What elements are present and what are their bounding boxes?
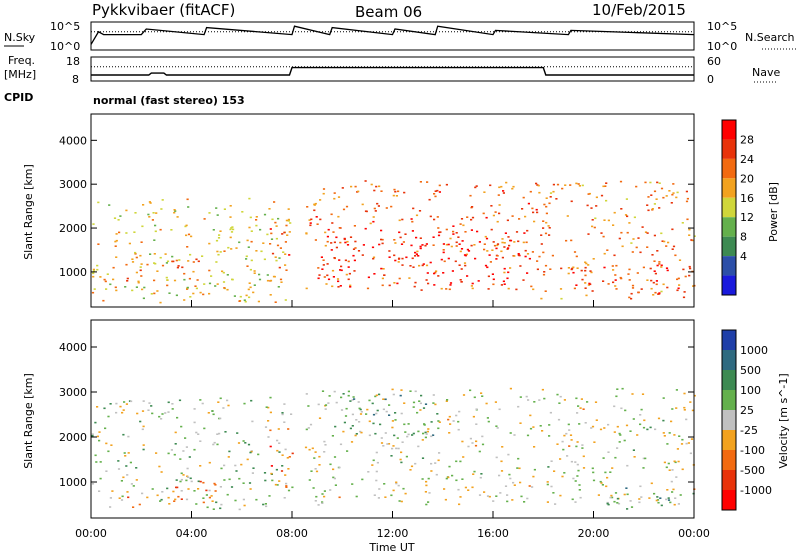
colorbar-segment: [722, 236, 736, 257]
x-tick-label: 12:00: [377, 527, 409, 540]
freq-right-tick-top: 60: [707, 55, 721, 68]
y-tick-label: 1000: [59, 476, 87, 489]
colorbar-segment: [722, 470, 736, 490]
scatter-region: [305, 180, 546, 291]
colorbar-tick-label: 100: [740, 384, 761, 397]
freq-left-tick-bottom: 8: [72, 73, 79, 86]
noise-left-tick-bottom: 10^0: [50, 40, 80, 53]
velocity-colorbar-label: Velocity [m s^-1]: [777, 373, 790, 468]
y-tick-label: 4000: [59, 134, 87, 147]
colorbar-segment: [722, 120, 736, 140]
scatter-region: [572, 264, 694, 295]
y-tick-label: 2000: [59, 222, 87, 235]
nave-label: Nave: [752, 66, 780, 79]
colorbar-segment: [722, 256, 736, 276]
colorbar-segment: [722, 178, 736, 198]
scatter-region: [331, 393, 440, 439]
colorbar-segment: [722, 350, 736, 370]
scatter-region: [606, 487, 682, 510]
power-ylabel: Slant Range [km]: [22, 164, 35, 260]
date-title: 10/Feb/2015: [592, 1, 686, 19]
colorbar-tick-label: -100: [740, 444, 765, 457]
colorbar-frame: [721, 329, 737, 511]
x-tick-label: 08:00: [276, 527, 308, 540]
colorbar-tick-label: 28: [740, 133, 754, 146]
colorbar-tick-label: 4: [740, 250, 747, 263]
x-tick-label: 00:00: [75, 527, 107, 540]
scatter-region: [183, 278, 252, 299]
y-tick-label: 3000: [59, 386, 87, 399]
x-axis-label: Time UT: [368, 541, 414, 554]
colorbar-tick-label: 1000: [740, 344, 768, 357]
colorbar-tick-label: 25: [740, 404, 754, 417]
velocity-panel-bg: [91, 320, 694, 518]
y-tick-label: 1000: [59, 266, 87, 279]
colorbar-segment: [722, 370, 736, 390]
colorbar-segment: [722, 410, 736, 430]
freq-series-line: [91, 66, 694, 76]
velocity-ylabel: Slant Range [km]: [22, 373, 35, 469]
noise-right-tick-bottom: 10^0: [707, 40, 737, 53]
x-tick-label: 00:00: [678, 527, 710, 540]
freq-left-tick-top: 18: [66, 55, 80, 68]
colorbar-segment: [722, 330, 736, 350]
velocity-panel: 1000 2000 3000 4000 Slant Range [km] 1000 50…: [22, 300, 790, 554]
colorbar-segment: [722, 490, 736, 510]
nsearch-label: N.Search: [745, 31, 795, 44]
colorbar-tick-label: 8: [740, 231, 747, 244]
noise-panel: 10^5 10^0 10^5 10^0: [50, 20, 737, 53]
colorbar-segment: [722, 158, 736, 179]
frequency-panel: 18 8 60 0: [66, 55, 721, 86]
colorbar-frame: [721, 119, 737, 296]
y-tick-label: 3000: [59, 178, 87, 191]
colorbar-segment: [722, 217, 736, 237]
freq-panel-frame: [90, 56, 695, 82]
nsky-label: N.Sky: [4, 31, 36, 44]
colorbar-tick-label: 500: [740, 364, 761, 377]
colorbar-segment: [722, 390, 736, 410]
noise-right-tick-top: 10^5: [707, 20, 737, 33]
freq-unit-label: [MHz]: [4, 68, 36, 81]
colorbar-tick-label: 12: [740, 211, 754, 224]
radar-title: Pykkvibaer (fitACF): [92, 1, 235, 19]
x-tick-label: 20:00: [578, 527, 610, 540]
power-panel-bg: [91, 114, 694, 307]
colorbar-segment: [722, 197, 736, 218]
scatter-region: [269, 428, 294, 488]
colorbar-tick-label: 24: [740, 153, 754, 166]
scatter-region: [91, 396, 294, 511]
colorbar-segment: [722, 430, 736, 450]
noise-panel-frame: [90, 21, 695, 51]
colorbar-segment: [722, 139, 736, 159]
freq-label: Freq.: [8, 54, 35, 67]
y-tick-label: 4000: [59, 341, 87, 354]
y-tick-label: 2000: [59, 431, 87, 444]
colorbar-tick-label: -1000: [740, 484, 772, 497]
power-panel: 1000 2000 3000 4000 Slant Range [km] 28 24 20…: [22, 113, 780, 308]
scatter-region: [104, 256, 200, 283]
beam-title: Beam 06: [355, 3, 422, 21]
colorbar-segment: [722, 450, 736, 470]
x-tick-label: 04:00: [176, 527, 208, 540]
colorbar-tick-label: 16: [740, 192, 754, 205]
scatter-region: [109, 496, 141, 508]
cpid-text: normal (fast stereo) 153: [93, 94, 245, 107]
scatter-region: [172, 480, 217, 504]
noise-left-tick-top: 10^5: [50, 20, 80, 33]
cpid-label: CPID: [4, 91, 33, 104]
scatter-region: [317, 228, 529, 287]
colorbar-segment: [722, 275, 736, 295]
freq-right-tick-bottom: 0: [707, 73, 714, 86]
colorbar-tick-label: 20: [740, 172, 754, 185]
nsky-series-line: [90, 25, 695, 45]
scatter-region: [266, 221, 291, 282]
scatter-region: [304, 387, 696, 506]
scatter-region: [91, 197, 292, 304]
colorbar-tick-label: -25: [740, 424, 758, 437]
power-colorbar-label: Power [dB]: [767, 182, 780, 242]
x-tick-label: 16:00: [477, 527, 509, 540]
colorbar-tick-label: -500: [740, 464, 765, 477]
